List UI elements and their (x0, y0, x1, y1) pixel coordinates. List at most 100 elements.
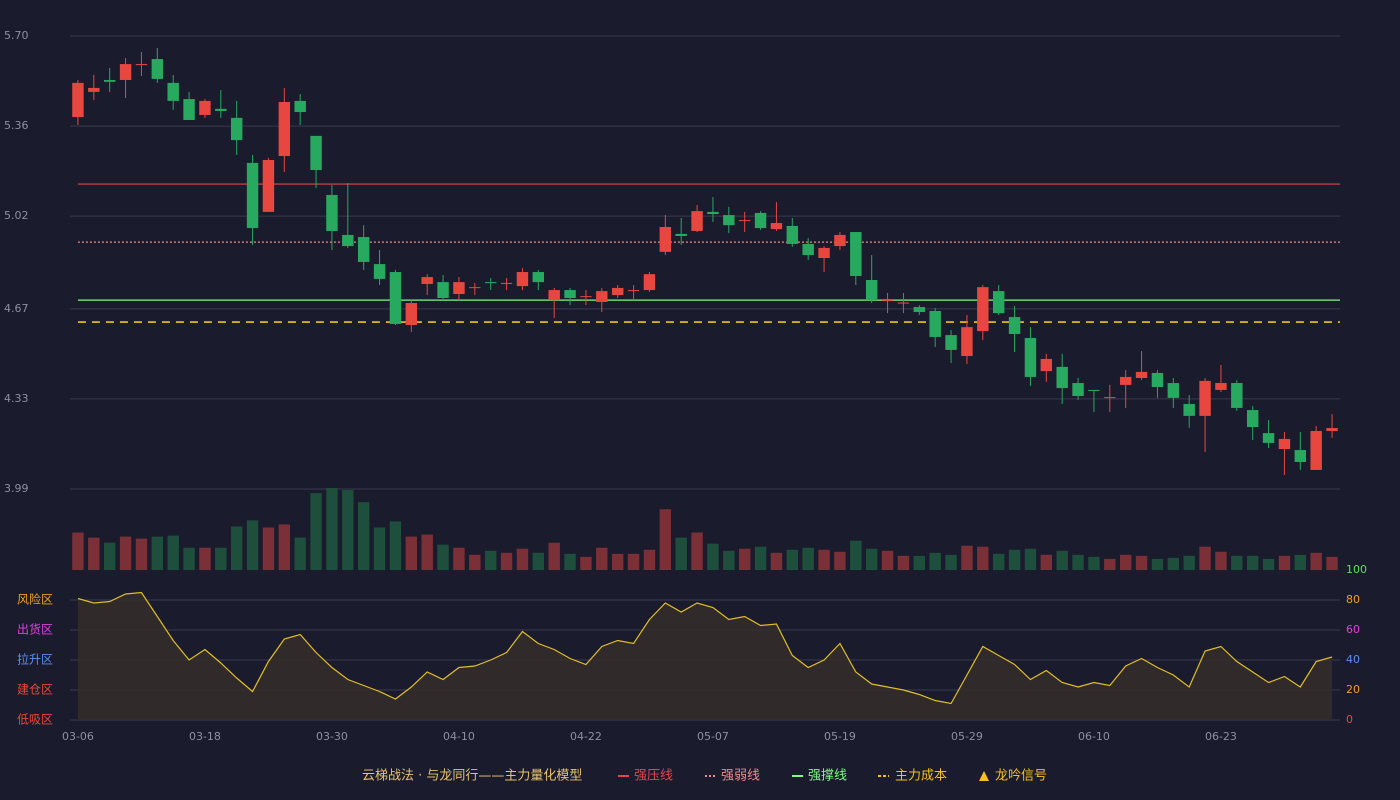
volume-bar (421, 534, 433, 570)
volume-bar (929, 552, 941, 570)
x-tick-label: 04-22 (570, 730, 602, 743)
volume-bar (707, 543, 719, 570)
candle-body (500, 282, 513, 284)
x-tick-label: 03-18 (189, 730, 221, 743)
candle-body (596, 291, 608, 302)
volume-bar (1199, 546, 1211, 570)
volume-bar (1008, 549, 1021, 570)
zone-label: 拉升区 (17, 652, 53, 667)
x-tick-label: 05-19 (824, 730, 856, 743)
y-tick-label: 3.99 (4, 482, 29, 495)
volume-bar (532, 552, 545, 570)
volume-bar (1231, 555, 1243, 570)
candle-body (1310, 430, 1322, 470)
volume-bar (183, 547, 195, 570)
volume-bar (1326, 556, 1338, 570)
volume-bar (1072, 554, 1084, 570)
candle-body (167, 82, 179, 101)
volume-bar (357, 502, 370, 570)
volume-bar (1040, 554, 1053, 570)
volume-bar (135, 538, 148, 570)
candle-body (675, 233, 687, 237)
volume-bar (1056, 550, 1068, 570)
volume-bar (294, 537, 306, 570)
volume-bar (548, 542, 560, 570)
y2-tick-label: 80 (1346, 593, 1360, 606)
volume-bar (469, 554, 481, 570)
candle-body (230, 117, 243, 141)
volume-bar (865, 548, 878, 570)
candle-body (1294, 450, 1307, 462)
candle-body (1183, 403, 1195, 416)
candle-body (1072, 383, 1084, 397)
candle-body (691, 211, 703, 231)
candle-body (1199, 380, 1211, 416)
candle-body (246, 162, 259, 229)
volume-bar (103, 542, 116, 570)
x-tick-label: 06-23 (1205, 730, 1237, 743)
y-tick-label: 4.67 (4, 302, 29, 315)
volume-bar (199, 547, 211, 570)
volume-bar (850, 540, 862, 570)
volume-bar (453, 547, 465, 570)
volume-bar (786, 549, 799, 570)
volume-bar (1294, 554, 1307, 570)
candle-body (754, 212, 767, 229)
candle-body (802, 243, 814, 256)
candle-body (834, 234, 846, 247)
volume-bar (659, 509, 672, 570)
volume-bar (389, 521, 402, 570)
volume-bar (1215, 551, 1227, 570)
candle-body (580, 296, 592, 298)
volume-bar (262, 527, 275, 570)
candle-body (135, 64, 148, 66)
y2-tick-label: 20 (1346, 683, 1360, 696)
candle-body (1151, 372, 1164, 388)
candle-body (818, 247, 830, 258)
candle-body (326, 194, 338, 231)
candle-body (850, 232, 862, 277)
candle-body (151, 59, 164, 79)
volume-bar (945, 554, 957, 570)
volume-bar (1024, 548, 1037, 570)
volume-bar (278, 524, 291, 570)
volume-bar (1088, 556, 1100, 570)
candle-body (1008, 317, 1021, 335)
volume-bar (770, 552, 783, 570)
volume-bar (596, 547, 608, 570)
volume-bar (1262, 558, 1275, 570)
x-tick-label: 06-10 (1078, 730, 1110, 743)
candle-body (1119, 376, 1132, 385)
legend-label: 强撑线 (808, 769, 847, 784)
volume-bar (151, 536, 164, 570)
candle-body (119, 64, 132, 80)
candle-body (1056, 366, 1068, 389)
volume-bar (1278, 555, 1291, 570)
candle-body (1135, 371, 1148, 379)
volume-bar (627, 553, 640, 570)
volume-bar (723, 550, 735, 570)
volume-bar (1119, 554, 1132, 570)
candle-body (961, 327, 973, 357)
volume-bar (230, 526, 243, 570)
volume-bar (1135, 555, 1148, 570)
candle-body (659, 227, 672, 252)
candle-body (437, 282, 449, 298)
x-tick-label: 03-30 (316, 730, 348, 743)
legend-label: 强压线 (634, 769, 673, 784)
volume-bar (738, 548, 751, 570)
x-tick-label: 05-07 (697, 730, 729, 743)
candle-body (532, 272, 545, 283)
candle-body (389, 272, 402, 324)
y2-tick-label: 0 (1346, 713, 1353, 726)
volume-bar (643, 549, 656, 570)
candle-body (183, 99, 195, 120)
volume-bar (754, 546, 767, 570)
candle-body (1024, 338, 1037, 377)
candle-body (723, 215, 735, 226)
candle-body (643, 274, 656, 291)
candle-body (945, 335, 957, 350)
indicator-area (77, 592, 1333, 720)
volume-bar (897, 555, 910, 570)
